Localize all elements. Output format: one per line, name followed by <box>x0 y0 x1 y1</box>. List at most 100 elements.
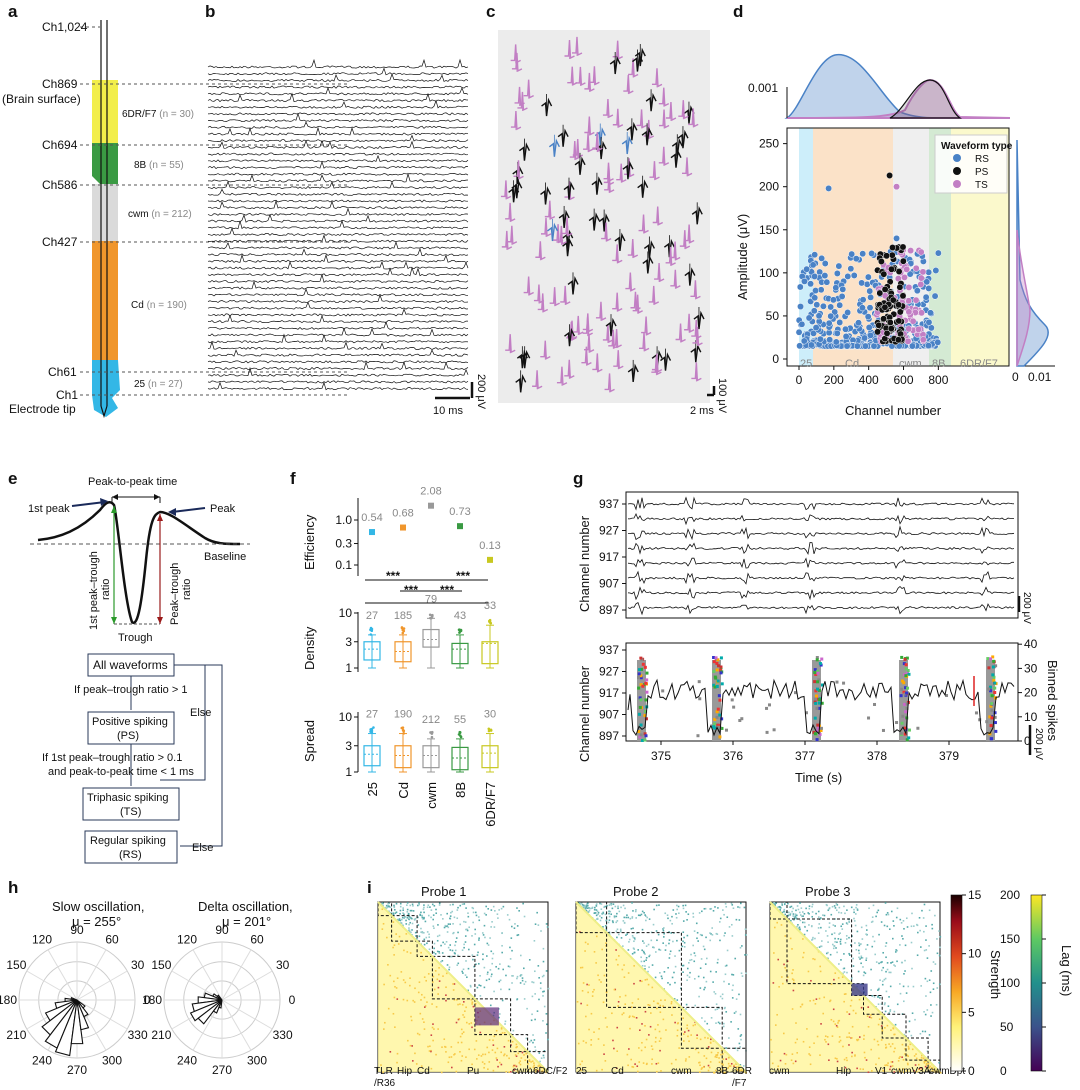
i-lag-dot <box>393 909 396 911</box>
i-lag-dot <box>800 907 803 909</box>
i-lag-dot <box>877 995 880 997</box>
i-str-dot <box>848 1013 851 1015</box>
i-lag-dot <box>731 997 734 999</box>
i-lag-dot <box>412 905 414 907</box>
i-str-dot <box>500 1027 503 1029</box>
i-lag-dot <box>704 1020 706 1023</box>
h-angle: 210 <box>151 1028 171 1042</box>
i-lag-dot <box>461 949 464 951</box>
trace <box>207 112 469 116</box>
i-str-dot <box>939 1071 941 1074</box>
i-str-dot <box>889 1045 892 1048</box>
i-str-dot <box>718 1057 720 1059</box>
waveform <box>627 363 639 383</box>
g-top-tick-label: 937 <box>599 497 619 511</box>
i-lag-dot <box>688 961 690 964</box>
i-lag-dot <box>712 909 715 912</box>
panel-label-g: g <box>573 469 583 488</box>
g-spike <box>645 671 649 675</box>
i-lag-dot <box>502 968 505 971</box>
g-spike <box>772 728 776 732</box>
i-lag-dot <box>402 924 404 927</box>
i-str-dot <box>904 1048 906 1050</box>
i-lag-dot <box>523 915 526 918</box>
i-lag-dot <box>925 949 928 951</box>
waveform <box>665 246 676 266</box>
i-str-dot <box>461 1032 464 1035</box>
i-lag-dot <box>519 954 522 957</box>
i-lag-dot <box>889 971 892 974</box>
i-lag-dot <box>745 953 748 956</box>
i-lag-dot <box>860 926 863 929</box>
i-str-dot <box>598 1028 600 1030</box>
i-lag-dot <box>837 938 840 940</box>
i-str-dot <box>771 1062 774 1065</box>
i-str-dot <box>660 1037 662 1040</box>
i-lag-dot <box>687 913 690 916</box>
strength-label: Strength <box>988 950 1003 999</box>
i-lag-dot <box>935 1003 938 1006</box>
i-str-dot <box>925 1064 928 1066</box>
i-lag-dot <box>885 942 888 944</box>
i-lag-dot <box>482 958 484 961</box>
i-str-dot <box>413 1001 416 1003</box>
d-point <box>842 332 850 340</box>
g-spike <box>903 732 907 736</box>
i-str-dot <box>660 999 662 1002</box>
i-lag-dot <box>545 970 548 972</box>
d-point <box>927 309 934 317</box>
i-p1-l5: cwm <box>512 1066 533 1077</box>
i-str-dot <box>431 981 434 983</box>
waveform <box>511 52 523 72</box>
i-str-dot <box>703 1055 706 1057</box>
d-point <box>816 335 824 343</box>
i-lag-dot <box>825 903 828 906</box>
g-spike <box>643 665 647 669</box>
i-str-dot <box>878 1057 880 1060</box>
d-point <box>796 283 804 291</box>
i-lag-dot <box>462 968 465 971</box>
waveform <box>658 87 670 107</box>
i-str-dot <box>444 1045 446 1048</box>
trace <box>207 172 469 176</box>
d-point <box>825 184 833 192</box>
i-str-dot <box>921 1054 923 1057</box>
i-str-dot <box>595 1069 598 1072</box>
i-lag-dot <box>938 930 940 932</box>
i-lag-dot <box>892 920 895 922</box>
waveform <box>609 55 621 75</box>
i-lag-dot <box>645 956 648 959</box>
i-str-dot <box>382 1071 384 1074</box>
i-lag-dot <box>645 915 647 917</box>
i-lag-dot <box>483 986 486 989</box>
i-lag-dot <box>923 1010 925 1013</box>
i-str-dot <box>851 1025 854 1028</box>
i-lag-dot <box>676 999 679 1001</box>
i-lag-dot <box>410 931 412 934</box>
i-lag-dot <box>547 1038 549 1041</box>
i-str-dot <box>820 1023 822 1025</box>
d-point <box>917 248 925 256</box>
i-str-dot <box>894 1047 896 1050</box>
i-lag-dot <box>431 903 434 906</box>
i-lag-dot <box>704 986 706 989</box>
i-lag-dot <box>879 997 881 999</box>
d-point <box>925 268 933 276</box>
i-str-dot <box>870 1017 873 1019</box>
i-lag-dot <box>900 922 903 924</box>
i-str-dot <box>450 1056 453 1058</box>
i-lag-dot <box>716 961 719 964</box>
i-lag-dot <box>539 987 542 990</box>
i-lag-dot <box>789 913 792 916</box>
i-str-dot <box>459 1003 461 1005</box>
i-str-dot <box>470 998 473 1001</box>
i-str-dot <box>590 1044 592 1046</box>
i-str-dot <box>617 963 619 966</box>
g-spike <box>720 682 724 686</box>
i-lag-dot <box>413 918 416 921</box>
i-str-dot <box>602 1001 605 1004</box>
i-str-dot <box>617 1000 620 1003</box>
g-bin-bar <box>712 660 721 741</box>
i-lag-dot <box>843 967 846 970</box>
i-lag-dot <box>619 928 622 931</box>
